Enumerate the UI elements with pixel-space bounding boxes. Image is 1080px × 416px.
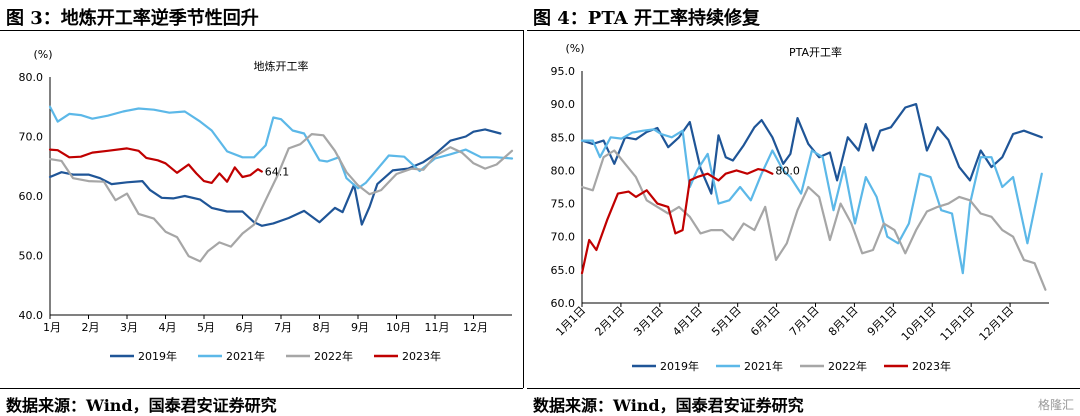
- left-y-tick-label: 80.0: [19, 71, 44, 84]
- left-x-tick-label: 3月: [120, 321, 138, 334]
- right-legend-label: 2019年: [660, 359, 699, 373]
- right-x-tick-label: 3月1日: [631, 304, 666, 339]
- right-x-tick-label: 4月1日: [670, 304, 705, 339]
- left-x-tick-label: 8月: [313, 321, 331, 334]
- left-x-tick-label: 5月: [197, 321, 215, 334]
- left-series-line-2: [48, 105, 514, 190]
- right-x-tick-label: 11月1日: [938, 304, 978, 344]
- right-x-tick-label: 2月1日: [592, 304, 627, 339]
- left-legend-label: 2022年: [314, 349, 353, 363]
- right-source-note: 数据来源：Wind，国泰君安证券研究: [533, 396, 804, 415]
- watermark-logo: 格隆汇: [1037, 398, 1074, 412]
- right-y-tick-label: 60.0: [551, 297, 576, 310]
- left-chart-title: 地炼开工率: [254, 59, 309, 73]
- left-chart-frame: [0, 30, 523, 389]
- right-y-unit-label: (%): [565, 42, 584, 55]
- right-x-tick-label: 12月1日: [977, 304, 1017, 344]
- panel-divider: [523, 30, 524, 388]
- left-line-chart: (%) 地炼开工率 40.0 50.0 60.0 70.0 80.0 1月 2月 3月 4月 5月 6月…: [19, 48, 514, 363]
- right-x-tick-label: 9月1日: [865, 304, 900, 339]
- left-x-tick-label: 9月: [351, 321, 369, 334]
- right-series-line-1: [580, 102, 1043, 195]
- left-legend-label: 2023年: [402, 349, 441, 363]
- right-chart-frame: [527, 30, 1080, 389]
- right-x-tick-label: 8月1日: [826, 304, 861, 339]
- left-x-tick-label: 10月: [386, 321, 411, 334]
- right-series-line-3: [580, 149, 1047, 291]
- left-series-line-1: [48, 128, 502, 227]
- left-y-tick-label: 60.0: [19, 190, 44, 203]
- right-y-tick-label: 90.0: [551, 98, 576, 111]
- right-y-tick-label: 65.0: [551, 264, 576, 277]
- right-y-tick-label: 75.0: [551, 198, 576, 211]
- left-legend-label: 2019年: [138, 349, 177, 363]
- right-series-line-4: [580, 168, 774, 275]
- right-y-tick-label: 95.0: [551, 65, 576, 78]
- left-x-tick-label: 6月: [236, 321, 254, 334]
- left-x-tick-label: 1月: [43, 321, 61, 334]
- left-series-line-3: [48, 133, 514, 263]
- right-x-tick-label: 7月1日: [787, 304, 822, 339]
- right-y-tick-label: 70.0: [551, 231, 576, 244]
- left-series-line-4: [48, 147, 263, 184]
- left-legend-label: 2021年: [226, 349, 265, 363]
- left-x-tick-label: 7月: [274, 321, 292, 334]
- right-legend-label: 2022年: [828, 359, 867, 373]
- left-x-tick-label: 12月: [463, 321, 488, 334]
- right-figure-title: 图 4：PTA 开工率持续修复: [533, 8, 760, 29]
- left-last-value-label: 64.1: [265, 166, 290, 179]
- right-last-value-label: 80.0: [775, 164, 800, 177]
- right-y-tick-label: 85.0: [551, 131, 576, 144]
- right-x-tick-label: 6月1日: [748, 304, 783, 339]
- left-y-tick-label: 40.0: [19, 309, 44, 322]
- right-legend-label: 2023年: [912, 359, 951, 373]
- right-series-line-2: [580, 128, 1043, 275]
- left-y-tick-label: 50.0: [19, 250, 44, 263]
- right-y-tick-label: 80.0: [551, 164, 576, 177]
- left-x-tick-label: 4月: [159, 321, 177, 334]
- left-y-unit-label: (%): [33, 48, 52, 61]
- right-legend-label: 2021年: [744, 359, 783, 373]
- left-x-tick-label: 11月: [425, 321, 450, 334]
- left-x-tick-label: 2月: [82, 321, 100, 334]
- right-chart-title: PTA开工率: [789, 45, 842, 59]
- right-x-tick-label: 10月1日: [899, 304, 939, 344]
- left-figure-title: 图 3：地炼开工率逆季节性回升: [6, 8, 259, 29]
- right-figure-panel: 图 4：PTA 开工率持续修复 (%) PTA开工率 60.0 65.0 70.0 75.…: [527, 0, 1080, 416]
- left-source-note: 数据来源：Wind，国泰君安证券研究: [6, 396, 277, 415]
- right-line-chart: (%) PTA开工率 60.0 65.0 70.0 75.0 80.0 85.0 90.0 95.…: [551, 42, 1049, 373]
- left-y-tick-label: 70.0: [19, 131, 44, 144]
- left-figure-panel: 图 3：地炼开工率逆季节性回升 (%) 地炼开工率 40.0 50.0 60.0 70.0…: [0, 0, 523, 416]
- right-x-tick-label: 5月1日: [709, 304, 744, 339]
